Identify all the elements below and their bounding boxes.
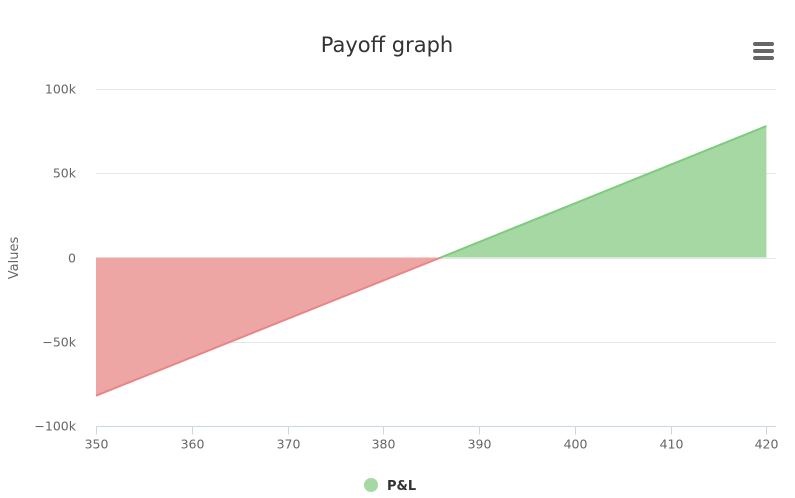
- loss-line: [95, 256, 442, 397]
- legend[interactable]: P&L: [364, 478, 416, 494]
- profit-line: [440, 125, 767, 259]
- y-tick-label: −100k: [34, 419, 76, 434]
- pnl-line: [95, 125, 767, 397]
- x-tick-label: 390: [468, 437, 492, 452]
- x-tick-label: 370: [277, 437, 301, 452]
- x-tick-label: 350: [85, 437, 109, 452]
- x-tick-label: 420: [755, 437, 779, 452]
- x-axis: 350 360 370 380 390 400 410 420: [85, 426, 779, 452]
- hamburger-menu-icon: [753, 42, 774, 60]
- x-tick-label: 400: [564, 437, 588, 452]
- chart-title: Payoff graph: [321, 33, 453, 57]
- y-axis: 100k 50k 0 −50k −100k: [34, 82, 76, 434]
- legend-marker: [364, 478, 378, 492]
- context-menu-button[interactable]: [748, 36, 778, 66]
- x-tick-label: 360: [181, 437, 205, 452]
- legend-label-pnl: P&L: [387, 479, 416, 494]
- y-tick-label: 50k: [53, 166, 77, 181]
- x-tick-label: 380: [372, 437, 396, 452]
- y-axis-title: Values: [7, 237, 22, 280]
- x-tick-label: 410: [660, 437, 684, 452]
- y-tick-label: −50k: [42, 335, 76, 350]
- y-tick-label: 100k: [45, 82, 77, 97]
- y-tick-label: 0: [68, 251, 76, 266]
